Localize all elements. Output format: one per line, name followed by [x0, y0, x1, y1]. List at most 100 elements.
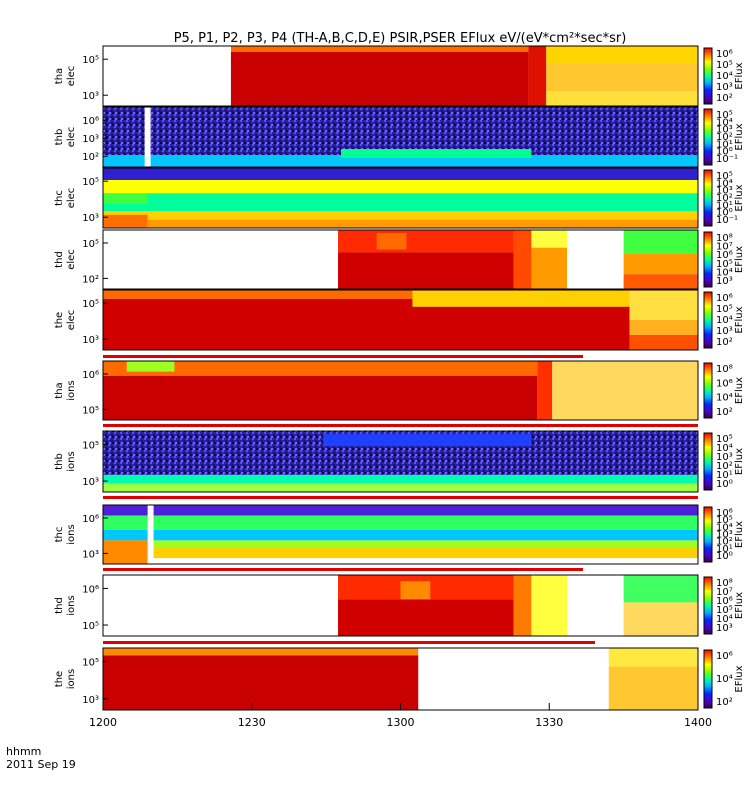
spectrogram-block [103, 648, 419, 656]
spectrogram-block [528, 46, 547, 106]
y-tick-label: 10⁵ [82, 55, 99, 66]
colorbar-label: EFlux [734, 62, 745, 89]
spectrogram-block [338, 230, 514, 253]
spectrogram-block [147, 505, 154, 564]
y-tick-label: 10³ [82, 134, 99, 145]
spectrogram-block [103, 529, 698, 541]
y-tick-label: 10⁵ [82, 658, 99, 669]
panel-frame [102, 360, 699, 421]
spectrogram-block [531, 575, 568, 636]
colorbar [703, 576, 713, 635]
colorbar-tick-label: 10³ [716, 82, 733, 93]
spectrogram-block [103, 211, 698, 220]
colorbar-tick-label: 10⁸ [716, 364, 733, 375]
colorbar [703, 649, 713, 709]
colorbar-tick-label: 10⁴ [716, 674, 733, 685]
colorbar [703, 506, 713, 563]
colorbar [703, 362, 713, 419]
colorbar-tick-label: 10⁶ [716, 49, 733, 60]
spectrogram-block [230, 52, 529, 106]
colorbar-tick-label: 10⁵ [716, 605, 733, 616]
spectrogram-block [103, 540, 148, 564]
colorbar-tick-label: 10² [716, 337, 733, 348]
panel-probe-label: thd [54, 597, 65, 614]
y-tick-label: 10⁶ [82, 514, 99, 525]
colorbar-tick-label: 10⁶ [716, 651, 733, 662]
colorbar-tick-label: 10⁵ [716, 259, 733, 270]
colorbar-tick-label: 10⁶ [716, 508, 733, 519]
spectrogram-block [103, 168, 698, 180]
panel-species-label: elec [66, 249, 77, 270]
colorbar-tick-label: 10⁴ [716, 614, 733, 625]
y-tick-label: 10⁵ [82, 621, 99, 632]
panel-frame [102, 45, 699, 107]
spectrogram-block [103, 361, 538, 376]
panel-species-label: ions [66, 451, 77, 471]
panel-species-label: elec [66, 66, 77, 87]
spectrogram-block [513, 575, 532, 636]
colorbar-tick-label: 10² [716, 537, 733, 548]
spectrogram-block [103, 230, 339, 289]
panel-species-label: elec [66, 310, 77, 331]
colorbar-tick-label: 10⁴ [716, 71, 733, 82]
spectrogram-block [400, 581, 431, 600]
x-tick-label: 1330 [535, 716, 563, 729]
colorbar-tick-label: 10⁸ [716, 233, 733, 244]
spectrogram-block [546, 91, 698, 106]
spectrogram-block [418, 648, 609, 710]
figure-title: P5, P1, P2, P3, P4 (TH-A,B,C,D,E) PSIR,P… [174, 31, 627, 46]
colorbar-tick-label: 10¹ [716, 470, 733, 481]
mode-bar [103, 496, 698, 499]
colorbar-label: EFlux [734, 246, 745, 273]
spectrogram-block [338, 252, 514, 289]
mode-bar [103, 641, 595, 644]
y-tick-label: 10³ [82, 91, 99, 102]
colorbar-label: EFlux [734, 306, 745, 333]
spectrogram-block [144, 107, 151, 167]
colorbar-tick-label: 10⁻¹ [716, 215, 738, 226]
y-tick-label: 10⁶ [82, 116, 99, 127]
colorbar-tick-label: 10³ [716, 623, 733, 634]
colorbar-tick-label: 10⁴ [716, 443, 733, 454]
colorbar-tick-label: 10⁴ [716, 117, 733, 128]
spectrogram-block [103, 193, 148, 204]
colorbar-tick-label: 10⁴ [716, 178, 733, 189]
spectrogram-block [103, 547, 698, 559]
colorbar-tick-label: 10³ [716, 326, 733, 337]
y-tick-label: 10³ [82, 695, 99, 706]
spectrogram-block [103, 540, 698, 548]
colorbar-tick-label: 10⁵ [716, 171, 733, 182]
panel-probe-label: thb [54, 453, 65, 470]
spectrogram-block [103, 290, 630, 299]
colorbar-tick-label: 10² [716, 697, 733, 708]
colorbar-tick-label: 10⁶ [716, 596, 733, 607]
spectrogram-block [103, 515, 698, 530]
colorbar-tick-label: 10¹ [716, 200, 733, 211]
panel-species-label: elec [66, 188, 77, 209]
spectrogram-block [323, 434, 532, 447]
colorbar-tick-label: 10³ [716, 125, 733, 136]
y-tick-label: 10⁵ [82, 405, 99, 416]
x-start-label: hhmm [6, 745, 41, 758]
mode-bar [103, 568, 583, 571]
colorbar-label: EFlux [734, 448, 745, 475]
spectrogram-block [147, 219, 698, 228]
panel-thb-elec: thb elec10⁶10³10²10⁵10⁴10³10²10¹10⁰10⁻¹EF… [54, 106, 745, 168]
date-label: 2011 Sep 19 [6, 758, 76, 771]
colorbar-tick-label: 10⁷ [716, 242, 733, 253]
colorbar-tick-label: 10⁶ [716, 378, 733, 389]
x-tick-label: 1230 [238, 716, 266, 729]
spectrogram-block [629, 335, 698, 350]
panel-probe-label: thb [54, 129, 65, 146]
y-tick-label: 10³ [82, 477, 99, 488]
panel-frame [102, 106, 699, 168]
x-tick-label: 1200 [89, 716, 117, 729]
